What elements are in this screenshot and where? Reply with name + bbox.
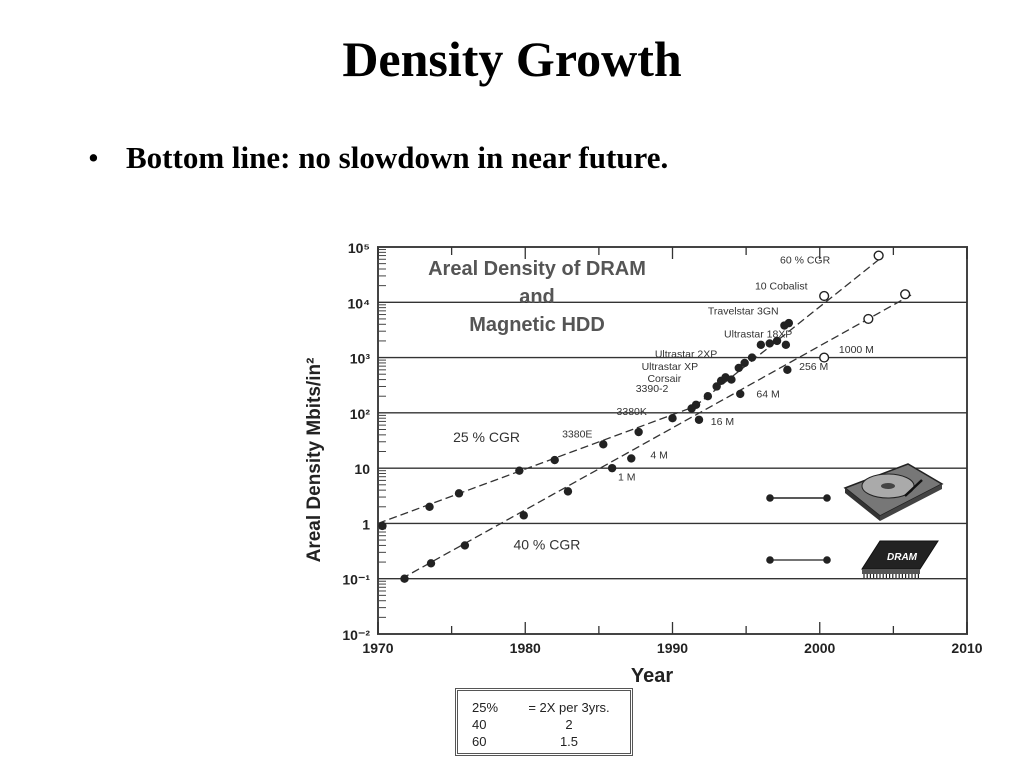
chart-title-line-3: Magnetic HDD <box>469 314 605 336</box>
data-point <box>772 336 782 346</box>
data-point <box>425 502 434 511</box>
legend-dram: DRAM <box>766 540 939 578</box>
growth-rate-cell: 25% <box>472 700 499 715</box>
data-point <box>703 392 713 401</box>
data-point <box>627 454 636 463</box>
data-point <box>765 339 774 348</box>
data-point <box>691 400 701 409</box>
growth-rate-cell: 40 <box>472 717 487 732</box>
data-point <box>736 389 745 399</box>
annotation-label: 4 M <box>650 449 668 461</box>
chart-title-line-1: Areal Density of DRAM <box>428 258 646 280</box>
data-point <box>863 313 874 325</box>
data-point <box>756 340 766 350</box>
data-point <box>519 511 528 520</box>
legend-hdd-dot-left <box>766 494 774 502</box>
y-axis-title: Areal Density Mbits/in² <box>304 358 325 563</box>
slide-title: Density Growth <box>342 31 682 87</box>
data-point <box>747 353 757 362</box>
annotation-label: 16 M <box>711 416 734 428</box>
data-point <box>563 487 573 496</box>
y-tick-label: 10⁵ <box>348 240 370 256</box>
data-point <box>873 250 884 261</box>
data-point <box>819 290 830 302</box>
y-tick-label: 10⁻¹ <box>342 572 370 588</box>
growth-rate-table: 25% = 2X per 3yrs. 40 2 60 1.5 <box>455 688 633 756</box>
data-point <box>550 455 559 465</box>
annotation-label: 1000 M <box>839 344 874 356</box>
x-axis-title: Year <box>631 665 673 687</box>
growth-rate-cell: 60 <box>472 734 487 749</box>
annotation-label: 60 % CGR <box>780 255 831 267</box>
y-tick-label: 10⁻² <box>342 627 370 643</box>
data-point <box>712 382 721 391</box>
data-point <box>515 466 524 475</box>
x-tick-label: 2000 <box>804 640 835 656</box>
data-point <box>599 440 608 449</box>
annotation-label: 3390-2 <box>636 383 669 395</box>
data-point <box>454 489 464 498</box>
data-point <box>727 375 736 384</box>
x-tick-label: 1970 <box>362 640 393 656</box>
growth-rate-row: 40 2 <box>472 716 620 733</box>
growth-rate-cell: 1.5 <box>559 734 579 749</box>
legend-hdd <box>766 463 944 521</box>
data-point <box>694 415 704 424</box>
chart-title-line-2: and <box>519 286 555 308</box>
data-point <box>378 521 387 531</box>
annotation-label: 3380K <box>617 406 647 418</box>
growth-rate-row: 25% = 2X per 3yrs. <box>472 699 620 716</box>
x-tick-label: 1980 <box>510 640 541 656</box>
x-tick-label: 1990 <box>657 640 688 656</box>
data-point <box>607 463 617 473</box>
annotation-label: Ultrastar 2XP <box>655 349 717 361</box>
bullet-marker: • <box>88 140 99 175</box>
data-point <box>783 365 792 375</box>
annotation-label: 64 M <box>756 388 779 400</box>
annotation-label: Ultrastar XP <box>642 361 699 373</box>
annotation-label: Ultrastar 18XP <box>724 329 792 341</box>
annotation-label: 256 M <box>799 361 828 373</box>
data-point <box>781 340 791 350</box>
legend-hdd-dot-right <box>823 494 831 502</box>
annotation-label: Travelstar 3GN <box>708 306 779 318</box>
trend-line <box>694 255 884 408</box>
data-point <box>668 414 677 423</box>
annotation-label: 10 Cobalist <box>755 281 808 293</box>
x-tick-label: 2010 <box>951 640 982 656</box>
y-tick-label: 10 <box>354 461 370 477</box>
annotation-label: 1 M <box>618 471 636 483</box>
y-tick-label: 10³ <box>350 351 371 367</box>
dram-chip-label: DRAM <box>887 552 918 563</box>
dram-chip-icon: DRAM <box>861 540 939 578</box>
data-point <box>634 427 643 437</box>
trend-line <box>401 294 912 580</box>
annotation-label: 40 % CGR <box>513 536 580 552</box>
y-tick-label: 10² <box>350 406 371 422</box>
bullet-item: • Bottom line: no slowdown in near future… <box>88 140 668 176</box>
bullet-text: Bottom line: no slowdown in near future. <box>126 140 669 175</box>
y-tick-label: 1 <box>362 516 370 532</box>
annotation-label: 25 % CGR <box>453 429 520 445</box>
legend-dram-dot-left <box>766 556 774 564</box>
hard-disk-drive-icon <box>843 463 944 521</box>
data-point <box>784 318 794 328</box>
legend-dram-dot-right <box>823 556 831 564</box>
growth-rate-row: 60 1.5 <box>472 733 620 750</box>
growth-rate-cell: 2 <box>565 717 573 732</box>
data-point <box>819 352 830 363</box>
y-tick-label: 10⁴ <box>348 295 371 311</box>
data-point <box>900 289 911 300</box>
data-point <box>400 574 409 583</box>
data-point <box>734 363 743 373</box>
growth-rate-cell: = 2X per 3yrs. <box>528 700 610 715</box>
data-point <box>460 541 470 550</box>
annotation-label: Corsair <box>647 373 681 385</box>
data-point <box>426 559 436 568</box>
data-point <box>740 358 749 368</box>
trend-line <box>377 405 695 525</box>
annotation-label: 3380E <box>562 428 592 440</box>
